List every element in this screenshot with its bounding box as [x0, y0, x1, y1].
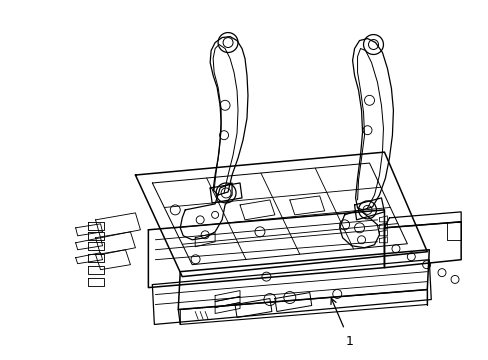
Text: 1: 1 [345, 335, 353, 348]
